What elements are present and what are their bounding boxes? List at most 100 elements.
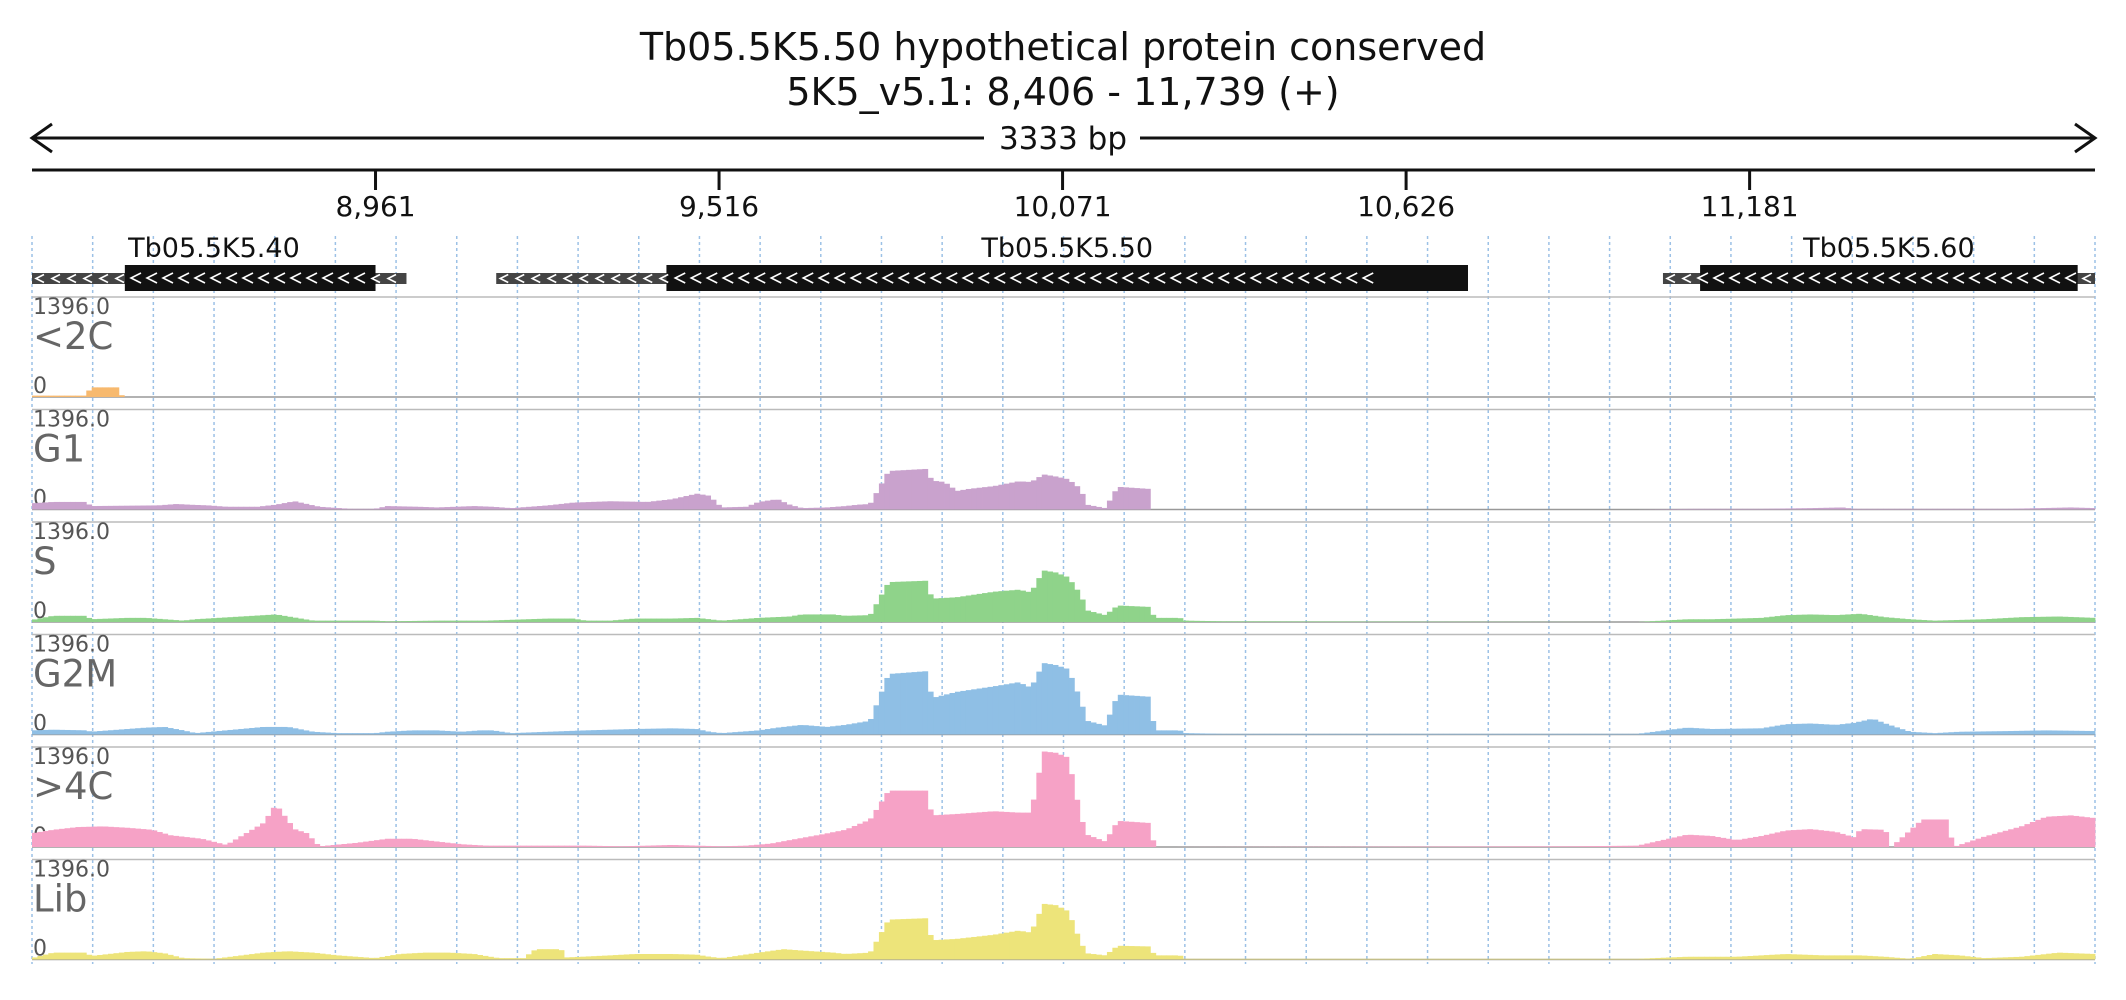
coverage-bar: [412, 506, 418, 510]
coverage-bar: [488, 620, 494, 622]
coverage-bar: [2056, 815, 2063, 847]
coverage-bar: [173, 956, 179, 960]
coverage-bar: [1731, 839, 1738, 847]
coverage-bar: [1448, 958, 1455, 960]
coverage-bar: [1188, 958, 1195, 960]
coverage-bar: [1921, 819, 1928, 847]
coverage-bar: [716, 957, 722, 960]
coverage-bar: [466, 844, 473, 847]
coverage-bar: [151, 830, 158, 847]
coverage-bar: [2089, 817, 2096, 847]
coverage-bar: [873, 493, 880, 510]
coverage-bar: [916, 469, 923, 510]
coverage-bar: [1828, 724, 1835, 735]
coverage-bar: [1177, 730, 1184, 735]
coverage-bar: [1666, 729, 1672, 735]
coverage-bar: [444, 952, 451, 960]
coverage-bar: [1410, 733, 1417, 735]
coverage-bar: [1720, 728, 1727, 735]
track-name: G1: [33, 428, 85, 471]
coverage-bar: [515, 732, 522, 735]
coverage-bar: [200, 732, 207, 735]
coverage-bar: [504, 619, 511, 622]
coverage-bars: [32, 751, 2096, 847]
coverage-bar: [1324, 958, 1330, 960]
coverage-bar: [775, 727, 782, 735]
coverage-bar: [1942, 620, 1949, 622]
coverage-bar: [737, 731, 744, 735]
coverage-bar: [2002, 830, 2009, 847]
coverage-bar: [797, 950, 804, 960]
coverage-bar: [922, 468, 929, 510]
coverage-bar: [346, 733, 353, 735]
coverage-bar: [1123, 945, 1130, 960]
coverage-bar: [792, 506, 798, 510]
coverage-bar: [108, 387, 114, 397]
coverage-bar: [580, 956, 587, 960]
coverage-bar: [1980, 619, 1987, 622]
coverage-bar: [1123, 605, 1130, 622]
coverage-bar: [857, 823, 864, 847]
coverage-bar: [412, 839, 418, 847]
coverage-bar: [1090, 505, 1097, 510]
coverage-bar: [178, 836, 185, 847]
coverage-bar: [303, 730, 310, 735]
coverage-bar: [1910, 508, 1917, 510]
coverage-bar: [721, 846, 728, 847]
coverage-bar: [2046, 953, 2052, 960]
coverage-bar: [672, 728, 679, 735]
gene-label: Tb05.5K5.50: [980, 233, 1153, 264]
coverage-bar: [2062, 952, 2069, 960]
coverage-bar: [53, 829, 60, 847]
coverage-bar: [1161, 617, 1168, 622]
coverage-bar: [1182, 958, 1189, 960]
coverage-bar: [178, 504, 185, 510]
coverage-bar: [1286, 958, 1292, 960]
coverage-bar: [1535, 846, 1542, 847]
track-max-label: 1396.0: [33, 295, 110, 320]
coverage-bar: [1410, 958, 1417, 960]
coverage-bar: [542, 949, 549, 960]
region-span-arrow: 3333 bp: [29, 121, 2098, 157]
coverage-bar: [1714, 956, 1721, 960]
coverage-bar: [1047, 571, 1054, 622]
coverage-bar: [1134, 488, 1140, 510]
coverage-bar: [764, 500, 771, 510]
coverage-bar: [846, 953, 853, 960]
coverage-bar: [178, 730, 185, 735]
coverage-bar: [2008, 731, 2014, 735]
coverage-bar: [64, 395, 71, 397]
coverage-bar: [390, 838, 397, 847]
coverage-bar: [406, 506, 413, 510]
coverage-bar: [1763, 955, 1770, 960]
coverage-bar: [184, 958, 190, 960]
coverage-bar: [1704, 619, 1710, 622]
coverage-bar: [1671, 837, 1678, 847]
coverage-bar: [146, 505, 152, 510]
coverage-bar: [933, 481, 940, 510]
coverage-bar: [455, 843, 462, 847]
coverage-bar: [216, 506, 223, 510]
coverage-bar: [1508, 958, 1515, 960]
coverage-bar: [1324, 733, 1330, 735]
coverage-bar: [37, 618, 44, 622]
coverage-bar: [32, 730, 38, 735]
coverage-bar: [938, 814, 945, 847]
coverage-bar: [1541, 958, 1548, 960]
coverage-bar: [1845, 723, 1852, 735]
coverage-bar: [488, 730, 494, 735]
coverage-bar: [1720, 618, 1727, 622]
coverage-bar: [1780, 831, 1786, 847]
coverage-bar: [455, 953, 462, 960]
coverage-bar: [520, 619, 527, 622]
coverage-bar: [971, 689, 978, 735]
coverage-bar: [1834, 724, 1841, 735]
coverage-bar: [2002, 618, 2009, 622]
coverage-bar: [488, 506, 494, 510]
coverage-bar: [42, 831, 49, 847]
coverage-bar: [471, 954, 478, 960]
coverage-bar: [868, 502, 874, 510]
coverage-bar: [2040, 817, 2047, 847]
coverage-bar: [612, 729, 619, 735]
coverage-bar: [927, 477, 934, 510]
